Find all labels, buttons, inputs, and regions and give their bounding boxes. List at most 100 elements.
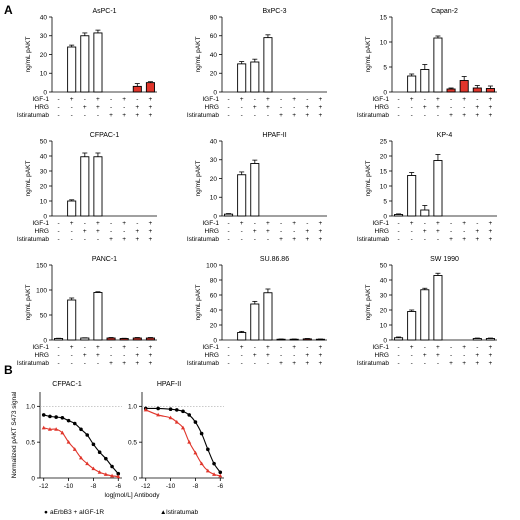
condition-sign: + xyxy=(436,96,440,103)
condition-sign: - xyxy=(397,360,399,367)
y-tick-label: 40 xyxy=(210,307,218,314)
y-tick-label: 40 xyxy=(210,52,218,59)
condition-sign: - xyxy=(57,112,59,119)
y-tick-label: 0 xyxy=(383,337,387,344)
condition-sign: - xyxy=(57,236,59,243)
bar xyxy=(93,32,103,93)
y-tick-label: 10 xyxy=(380,183,388,190)
data-point xyxy=(79,455,83,460)
condition-sign: + xyxy=(292,220,296,227)
condition-sign: + xyxy=(410,96,414,103)
condition-sign: - xyxy=(84,236,86,243)
y-tick-label: 30 xyxy=(380,292,388,299)
condition-sign: - xyxy=(280,344,282,351)
condition-sign: - xyxy=(280,220,282,227)
condition-row-label: IGF-1 xyxy=(372,344,389,351)
data-point xyxy=(91,442,96,447)
bar xyxy=(394,214,404,217)
bar xyxy=(407,311,417,341)
y-axis-label: ng/mL pAKT xyxy=(25,37,32,73)
chart-title: CFPAC-1 xyxy=(52,381,82,388)
chart-title: SU.86.86 xyxy=(260,256,289,263)
y-tick-label: 20 xyxy=(210,322,218,329)
condition-row-label: IGF-1 xyxy=(202,344,219,351)
data-point xyxy=(199,431,204,436)
dose-response-hpaf-ii: HPAF-II 0 0.5 1.0 -12 -10 -8 -6 log[mol/L] Antib… xyxy=(105,381,224,499)
y-axis-label: ng/mL pAKT xyxy=(25,285,32,321)
condition-sign: - xyxy=(227,112,229,119)
condition-sign: - xyxy=(227,360,229,367)
fit-curve xyxy=(145,409,221,477)
data-point xyxy=(72,421,77,426)
condition-sign: - xyxy=(136,220,138,227)
condition-sign: - xyxy=(241,104,243,111)
condition-sign: + xyxy=(266,228,270,235)
y-tick-label: 10 xyxy=(380,322,388,329)
condition-sign: + xyxy=(423,228,427,235)
y-tick-label: 30 xyxy=(210,157,218,164)
data-point xyxy=(206,447,210,452)
y-axis-label: ng/mL pAKT xyxy=(25,161,32,197)
condition-sign: + xyxy=(475,352,479,359)
data-point xyxy=(41,413,46,417)
condition-sign: + xyxy=(149,360,153,367)
panel-a-label: A xyxy=(4,3,13,17)
condition-sign: + xyxy=(149,352,153,359)
condition-sign: - xyxy=(306,96,308,103)
dose-response-cfpac-1: CFPAC-1 0 0.5 1.0 -12 -10 -8 -6 Normalized pAKT … xyxy=(11,381,122,490)
condition-sign: - xyxy=(280,352,282,359)
condition-sign: - xyxy=(437,112,439,119)
bar xyxy=(485,88,495,93)
condition-sign: + xyxy=(266,344,270,351)
condition-sign: - xyxy=(241,352,243,359)
condition-sign: + xyxy=(96,352,100,359)
condition-sign: + xyxy=(475,360,479,367)
condition-sign: - xyxy=(254,96,256,103)
condition-row-label: Istiratumab xyxy=(17,236,50,243)
fit-curve xyxy=(145,407,221,473)
bar xyxy=(407,75,417,93)
condition-sign: + xyxy=(410,344,414,351)
condition-sign: + xyxy=(305,236,309,243)
condition-sign: - xyxy=(293,104,295,111)
data-point xyxy=(199,461,204,466)
x-tick-label: -12 xyxy=(39,483,49,490)
condition-sign: + xyxy=(149,236,153,243)
y-tick-label: 100 xyxy=(36,287,47,294)
condition-sign: + xyxy=(489,104,493,111)
y-axis-label: Normalized pAKT S473 signal xyxy=(11,391,18,478)
condition-sign: + xyxy=(122,344,126,351)
x-tick-label: -6 xyxy=(217,483,223,490)
bar xyxy=(250,61,260,93)
data-point xyxy=(187,413,192,417)
condition-sign: - xyxy=(123,352,125,359)
data-point xyxy=(181,409,185,414)
condition-sign: + xyxy=(135,360,139,367)
legend-label: Istiratumab xyxy=(166,509,199,516)
chart-title: CFPAC-1 xyxy=(90,132,120,139)
condition-sign: - xyxy=(397,228,399,235)
condition-sign: - xyxy=(254,236,256,243)
condition-sign: + xyxy=(436,104,440,111)
condition-sign: - xyxy=(71,112,73,119)
condition-row-label: Istiratumab xyxy=(187,236,220,243)
fit-curve xyxy=(43,427,119,478)
condition-sign: + xyxy=(122,360,126,367)
bar xyxy=(67,299,77,341)
x-tick-label: -10 xyxy=(166,483,176,490)
bar xyxy=(80,337,90,341)
condition-sign: + xyxy=(266,220,270,227)
y-tick-label: 0 xyxy=(43,89,47,96)
condition-sign: + xyxy=(319,344,323,351)
condition-sign: - xyxy=(110,220,112,227)
condition-sign: - xyxy=(84,344,86,351)
data-point xyxy=(187,439,192,444)
condition-sign: + xyxy=(266,104,270,111)
y-tick-label: 60 xyxy=(210,33,218,40)
legend-symbol: ▲ xyxy=(160,509,166,516)
y-axis-label: ng/mL pAKT xyxy=(365,285,372,321)
